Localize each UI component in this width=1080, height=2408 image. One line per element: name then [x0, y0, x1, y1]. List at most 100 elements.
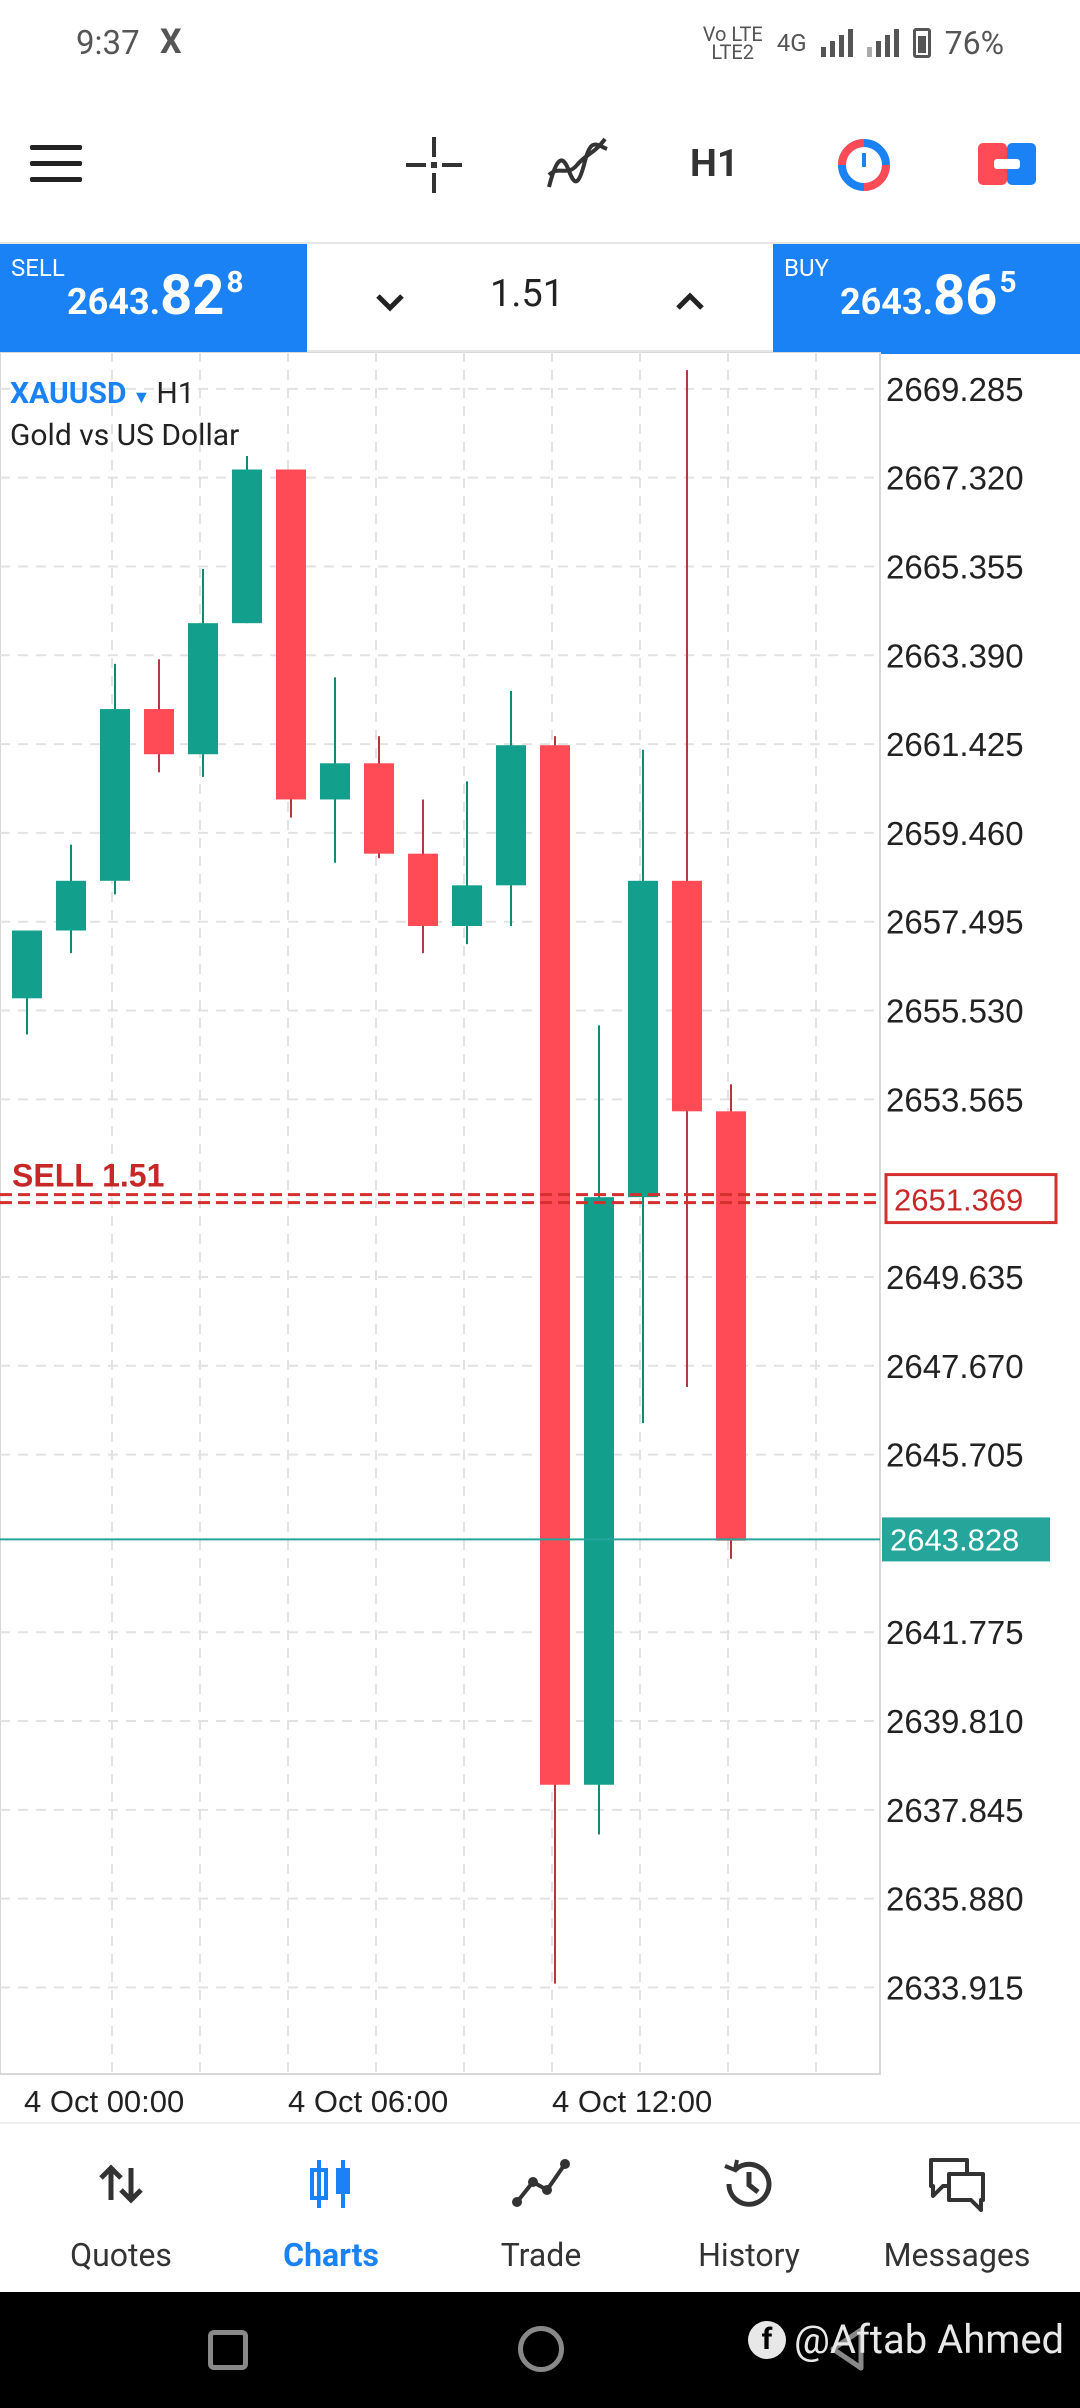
buy-label: BUY — [784, 254, 829, 282]
volte-icon: Vo LTE LTE2 — [702, 22, 763, 64]
nav-label-quotes: Quotes — [70, 2236, 172, 2274]
candle-up — [320, 763, 350, 800]
indicators-icon[interactable] — [545, 135, 611, 195]
candle-down — [408, 853, 438, 926]
one-click-trade-panel: SELL 2643.828 1.51 BUY 2643.865 — [0, 242, 1080, 354]
x-app-icon: X — [160, 22, 182, 62]
x-tick-label: 4 Oct 06:00 — [288, 2084, 448, 2119]
chart-toolbar: H1 — [0, 100, 1080, 230]
order-price-box — [884, 1173, 1058, 1225]
timeframe-button[interactable]: H1 — [690, 142, 739, 186]
signal-icon-2 — [866, 29, 899, 57]
volume-decrease-chevron-down-icon[interactable] — [362, 274, 418, 330]
x-tick-label: 4 Oct 12:00 — [552, 2084, 712, 2119]
one-click-trading-icon[interactable] — [836, 137, 892, 193]
symbol-name[interactable]: XAUUSD — [10, 376, 127, 411]
status-time: 9:37 — [76, 24, 140, 63]
chart-plot-frame — [0, 352, 881, 2075]
status-bar: 9:37 X Vo LTE LTE2 4G 76% — [0, 0, 1080, 90]
candle-up — [232, 469, 262, 624]
back-icon[interactable] — [825, 2326, 869, 2372]
facebook-icon: f — [748, 2320, 786, 2359]
y-tick-label: 2633.915 — [886, 1969, 1024, 2006]
nav-label-trade: Trade — [500, 2236, 582, 2274]
candle-down — [364, 763, 394, 854]
buy-price: 2643.865 — [840, 262, 1017, 328]
trade-panel-icon[interactable] — [978, 143, 1036, 185]
x-tick-label: 4 Oct 00:00 — [24, 2084, 184, 2119]
status-indicators: Vo LTE LTE2 4G 76% — [703, 24, 1004, 62]
history-icon — [724, 2159, 772, 2207]
bid-price-label: 2643.828 — [890, 1522, 1019, 1557]
nav-charts[interactable]: Charts — [226, 2124, 436, 2294]
watermark-text: @Aftab Ahmed — [794, 2316, 1065, 2363]
candle-up — [100, 709, 130, 881]
symbol-header: XAUUSD ▼ H1 — [10, 376, 195, 411]
network-type: 4G — [776, 29, 807, 57]
volume-input[interactable]: 1.51 — [490, 272, 565, 316]
sell-label: SELL — [11, 254, 65, 282]
sell-button[interactable]: SELL 2643.828 — [0, 244, 307, 354]
y-tick-label: 2659.460 — [886, 815, 1024, 852]
charts-icon — [310, 2160, 350, 2208]
candle-down — [672, 880, 702, 1112]
y-tick-label: 2653.565 — [886, 1081, 1024, 1118]
battery-icon — [912, 28, 931, 58]
candle-down — [276, 469, 306, 800]
candle-up — [56, 880, 86, 931]
quotes-icon — [99, 2164, 143, 2204]
watermark: f @Aftab Ahmed — [748, 2316, 1064, 2363]
y-tick-label: 2663.390 — [886, 637, 1024, 674]
candle-up — [188, 623, 218, 755]
y-tick-label: 2639.810 — [886, 1703, 1024, 1740]
recent-apps-button[interactable] — [208, 2330, 248, 2370]
symbol-timeframe: H1 — [156, 376, 195, 411]
bid-price-box — [882, 1517, 1050, 1562]
y-tick-label: 2669.285 — [886, 371, 1024, 408]
y-tick-label: 2635.880 — [886, 1881, 1024, 1918]
y-tick-label: 2641.775 — [886, 1614, 1024, 1651]
candle-down — [144, 709, 174, 755]
y-tick-label: 2657.495 — [886, 904, 1024, 941]
sell-price: 2643.828 — [67, 262, 244, 328]
bottom-navigation: Quotes Charts Trade History Messages — [0, 2122, 1080, 2292]
nav-label-charts: Charts — [283, 2236, 379, 2274]
candlestick-chart[interactable]: 2669.285 2667.320 2665.355 2663.390 2661.425… — [0, 352, 1080, 2122]
candle-up — [452, 885, 482, 926]
nav-label-history: History — [698, 2236, 800, 2274]
signal-icon — [820, 29, 853, 57]
trade-icon — [512, 2159, 570, 2207]
candle-up — [496, 745, 526, 886]
menu-icon[interactable] — [30, 145, 82, 185]
home-button[interactable] — [518, 2326, 564, 2372]
nav-quotes[interactable]: Quotes — [16, 2124, 226, 2294]
candle-down — [540, 745, 570, 1785]
symbol-dropdown-icon[interactable]: ▼ — [132, 387, 151, 408]
nav-messages[interactable]: Messages — [852, 2124, 1062, 2294]
y-tick-label: 2645.705 — [886, 1437, 1024, 1474]
price-chart[interactable]: 2669.285 2667.320 2665.355 2663.390 2661.425… — [0, 352, 1080, 2122]
order-price-label: 2651.369 — [894, 1183, 1023, 1218]
volume-increase-chevron-up-icon[interactable] — [662, 274, 718, 330]
system-navigation-bar: f @Aftab Ahmed — [0, 2292, 1080, 2408]
symbol-description: Gold vs US Dollar — [10, 418, 240, 453]
nav-history[interactable]: History — [644, 2124, 854, 2294]
crosshair-icon[interactable] — [404, 135, 464, 195]
nav-trade[interactable]: Trade — [436, 2124, 646, 2294]
battery-level: 76% — [944, 24, 1004, 62]
y-tick-label: 2665.355 — [886, 548, 1024, 585]
nav-label-messages: Messages — [883, 2236, 1031, 2274]
y-tick-label: 2667.320 — [886, 460, 1024, 497]
y-tick-label: 2661.425 — [886, 726, 1024, 763]
y-tick-label: 2649.635 — [886, 1259, 1024, 1296]
messages-icon — [929, 2158, 985, 2212]
order-line-label: SELL 1.51 — [12, 1158, 164, 1194]
y-tick-label: 2647.670 — [886, 1348, 1024, 1385]
candle-down — [716, 1111, 746, 1541]
candle-up — [584, 1197, 614, 1785]
candle-up — [628, 880, 658, 1198]
y-tick-label: 2637.845 — [886, 1792, 1024, 1829]
buy-button[interactable]: BUY 2643.865 — [773, 244, 1080, 354]
y-tick-label: 2655.530 — [886, 993, 1024, 1030]
candle-up — [12, 930, 42, 999]
